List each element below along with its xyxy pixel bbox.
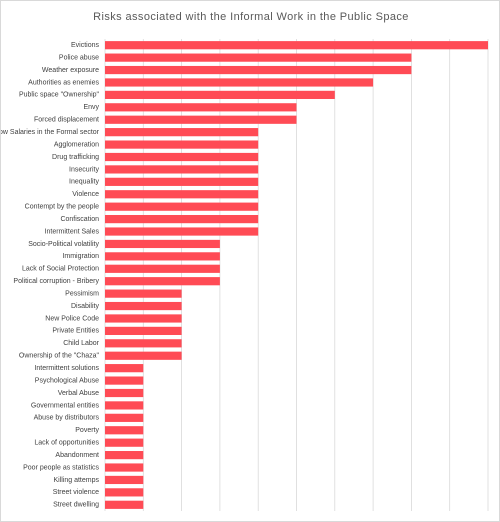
category-label: Child Labor (63, 340, 99, 347)
bar (105, 488, 144, 497)
bar (105, 388, 144, 398)
category-label: Contempt by the people (25, 204, 99, 211)
category-label: Envy (83, 104, 99, 111)
category-label: Intermittent Sales (45, 228, 100, 235)
bar (105, 78, 374, 87)
bar (105, 351, 182, 360)
bar (105, 376, 144, 385)
category-label: Inequality (69, 179, 99, 186)
gridlines (104, 39, 489, 511)
category-label: Poverty (75, 427, 99, 434)
category-label: Lack of Social Protection (22, 266, 99, 273)
bar (105, 426, 144, 435)
bar (105, 301, 182, 311)
bar (105, 215, 259, 224)
category-label: Public space "Ownership" (19, 92, 100, 99)
bar (105, 41, 488, 50)
category-label: Verbal Abuse (58, 390, 99, 397)
bar (105, 65, 412, 75)
bar (105, 140, 259, 149)
category-label: Forced displacement (34, 117, 99, 124)
category-label: Socio-Political volatility (28, 241, 99, 248)
bar (105, 277, 220, 286)
bar (105, 103, 297, 112)
bar (105, 438, 144, 447)
category-label: Street violence (53, 489, 99, 496)
category-label: Psychological Abuse (35, 377, 99, 384)
bar (105, 227, 259, 236)
bar (105, 463, 144, 472)
bar (105, 326, 182, 335)
chart-title: Risks associated with the Informal Work … (93, 11, 409, 23)
bar (105, 451, 144, 460)
category-label: Weather exposure (42, 67, 99, 74)
category-label: Governmental entities (31, 402, 100, 409)
bar (105, 364, 144, 373)
bar (105, 190, 259, 199)
bar (105, 252, 220, 261)
category-label: New Police Code (45, 315, 99, 322)
category-label: Agglomeration (54, 141, 99, 148)
category-label: Abandonment (55, 452, 99, 459)
category-label: Disability (71, 303, 100, 310)
category-label: Immigration (62, 253, 99, 260)
category-label: Abuse by distributors (34, 415, 100, 422)
category-label: Street dwelling (53, 502, 99, 509)
category-label: Evictions (71, 42, 100, 49)
bar (105, 53, 412, 62)
category-label: Intermittent solutions (34, 365, 99, 372)
bar (105, 339, 182, 348)
category-label: Killing attemps (53, 477, 99, 484)
bars (105, 41, 488, 509)
bar (105, 289, 182, 298)
bar (105, 165, 259, 174)
bar (105, 177, 259, 186)
category-label: Lack of opportunities (34, 440, 99, 447)
bar (105, 401, 144, 410)
category-label: Drug trafficking (52, 154, 99, 161)
category-label: Low Salaries in the Formal sector (1, 129, 100, 136)
bar (105, 264, 220, 273)
bar (105, 115, 297, 124)
bar (105, 475, 144, 485)
category-label: Violence (72, 191, 99, 198)
category-label: Insecurity (69, 166, 99, 173)
bar (105, 413, 144, 422)
bar (105, 500, 144, 509)
bar (105, 314, 182, 323)
bar (105, 239, 220, 249)
bar (105, 152, 259, 162)
category-label: Ownership of the "Chaza" (19, 353, 100, 360)
category-label: Poor people as statistics (23, 464, 99, 471)
category-labels: Evictions Police abuse Weather exposure Aut… (1, 42, 100, 509)
category-label: Authorities as enemies (28, 79, 99, 86)
bar (105, 202, 259, 211)
bar (105, 90, 335, 99)
category-label: Political corruption - Bribery (13, 278, 99, 285)
category-label: Police abuse (59, 54, 99, 61)
category-label: Pessimism (65, 290, 99, 297)
category-label: Private Entities (52, 328, 99, 335)
bar (105, 128, 259, 137)
category-label: Confiscation (60, 216, 99, 223)
